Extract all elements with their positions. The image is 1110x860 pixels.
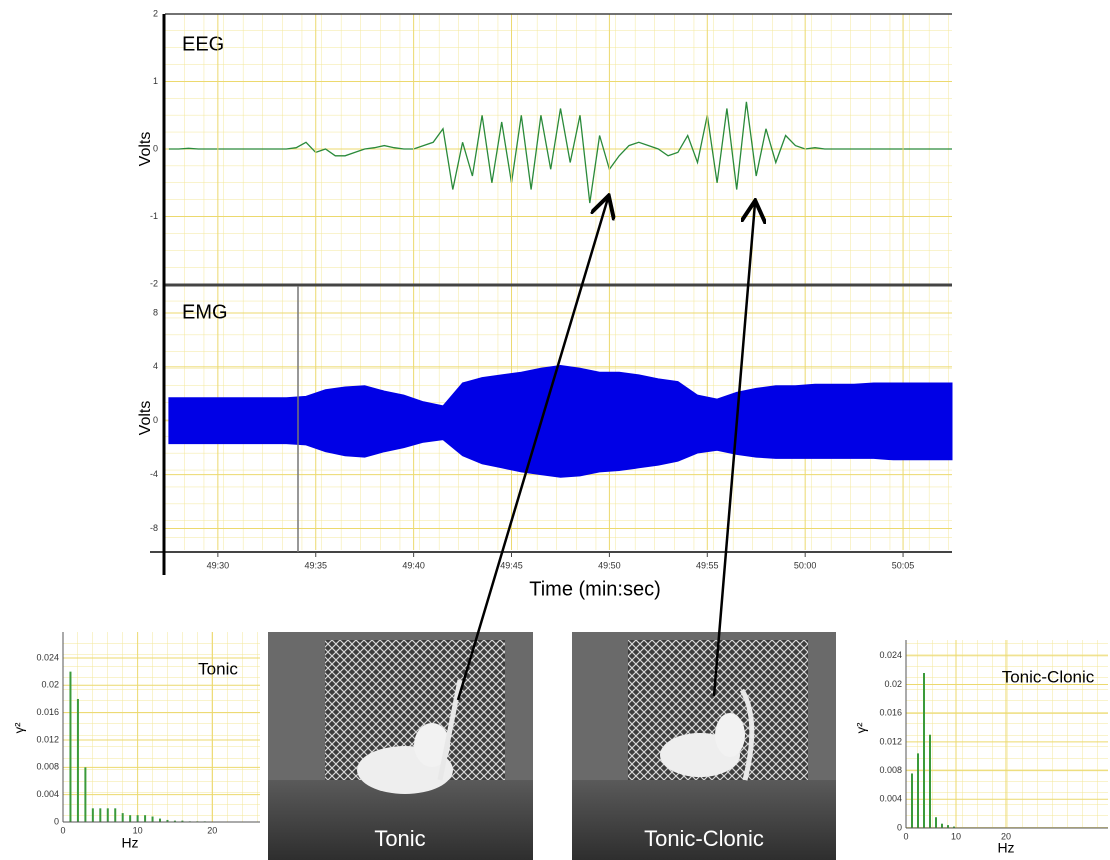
- photo: Tonic-Clonic: [572, 632, 836, 860]
- x-tick-label: 49:55: [696, 560, 719, 570]
- arrow: [456, 198, 608, 701]
- x-tick-label: 20: [1001, 831, 1011, 841]
- annotation: Tonic-Clonic: [1002, 667, 1095, 686]
- photo: Tonic: [268, 632, 533, 860]
- bar: [84, 767, 87, 822]
- y-tick-label: 0: [153, 143, 158, 153]
- y-axis-label: γ²: [11, 722, 26, 734]
- y-tick-label: 0.024: [36, 652, 59, 662]
- bar: [76, 698, 79, 822]
- x-tick-label: 49:50: [598, 560, 621, 570]
- y-tick-label: 0: [153, 415, 158, 425]
- bar: [941, 823, 943, 828]
- y-tick-label: 0.012: [879, 736, 902, 746]
- bar: [935, 817, 937, 828]
- bar: [121, 813, 124, 822]
- bar: [106, 808, 109, 822]
- x-tick-label: 49:40: [402, 560, 425, 570]
- bar: [151, 816, 154, 822]
- arrow: [712, 203, 755, 697]
- y-tick-label: 0.02: [41, 680, 59, 690]
- x-axis-label: Hz: [997, 840, 1014, 856]
- y-tick-label: -4: [150, 469, 158, 479]
- x-tick-label: 0: [903, 831, 908, 841]
- y-tick-label: 0.016: [879, 708, 902, 718]
- bar: [173, 820, 176, 822]
- bar: [136, 815, 139, 822]
- x-axis-label: Time (min:sec): [529, 578, 660, 600]
- bar: [923, 673, 925, 828]
- x-tick-label: 49:45: [500, 560, 523, 570]
- bar: [129, 815, 132, 822]
- y-tick-label: 8: [153, 307, 158, 317]
- bar: [144, 815, 147, 822]
- y-tick-label: -1: [150, 211, 158, 221]
- x-tick-label: 49:30: [207, 560, 230, 570]
- x-tick-label: 20: [207, 825, 217, 835]
- minor-grid: [63, 632, 260, 822]
- y-tick-label: 0.008: [36, 762, 59, 772]
- bar: [947, 825, 949, 828]
- x-tick-label: 10: [133, 825, 143, 835]
- bar: [929, 734, 931, 828]
- line: [168, 101, 952, 204]
- y-tick-label: 0: [897, 822, 902, 832]
- y-tick-label: 1: [153, 76, 158, 86]
- x-tick-label: 10: [951, 831, 961, 841]
- y-tick-label: 0.004: [36, 789, 59, 799]
- y-tick-label: 0.004: [879, 794, 902, 804]
- bar: [911, 773, 913, 828]
- x-axis-label: Hz: [121, 835, 138, 851]
- minor-grid: [906, 640, 1108, 828]
- plots: -2 -1 0 1 2 EEG Volts -8 -4 0 4 8 49:30 49:35 49:40 49:…: [11, 8, 1108, 856]
- bar: [953, 826, 955, 828]
- bar: [69, 671, 72, 822]
- photo-caption: Tonic: [374, 826, 425, 851]
- y-tick-label: 0: [54, 816, 59, 826]
- bar: [917, 753, 919, 828]
- x-tick-label: 50:00: [794, 560, 817, 570]
- panel-title: EMG: [182, 301, 228, 323]
- y-tick-label: 0.012: [36, 734, 59, 744]
- bar: [99, 808, 102, 822]
- bar: [91, 808, 94, 822]
- panel-title: EEG: [182, 33, 224, 55]
- x-tick-label: 49:35: [304, 560, 327, 570]
- x-tick-label: 0: [60, 825, 65, 835]
- y-axis-label: Volts: [137, 401, 154, 436]
- bar: [114, 808, 117, 822]
- y-tick-label: 0.016: [36, 707, 59, 717]
- area: [168, 364, 953, 478]
- y-tick-label: 4: [153, 361, 158, 371]
- y-tick-label: 2: [153, 8, 158, 18]
- photo-caption: Tonic-Clonic: [644, 826, 764, 851]
- y-axis-label: γ²: [853, 722, 868, 734]
- x-tick-label: 50:05: [892, 560, 915, 570]
- annotation: Tonic: [198, 659, 238, 678]
- y-tick-label: 0.02: [884, 679, 902, 689]
- y-tick-label: 0.008: [879, 765, 902, 775]
- y-tick-label: 0.024: [879, 650, 902, 660]
- y-axis-label: Volts: [137, 132, 154, 167]
- y-tick-label: -2: [150, 278, 158, 288]
- bar: [159, 818, 162, 822]
- y-tick-label: -8: [150, 523, 158, 533]
- bar: [181, 820, 184, 822]
- bar: [166, 819, 169, 822]
